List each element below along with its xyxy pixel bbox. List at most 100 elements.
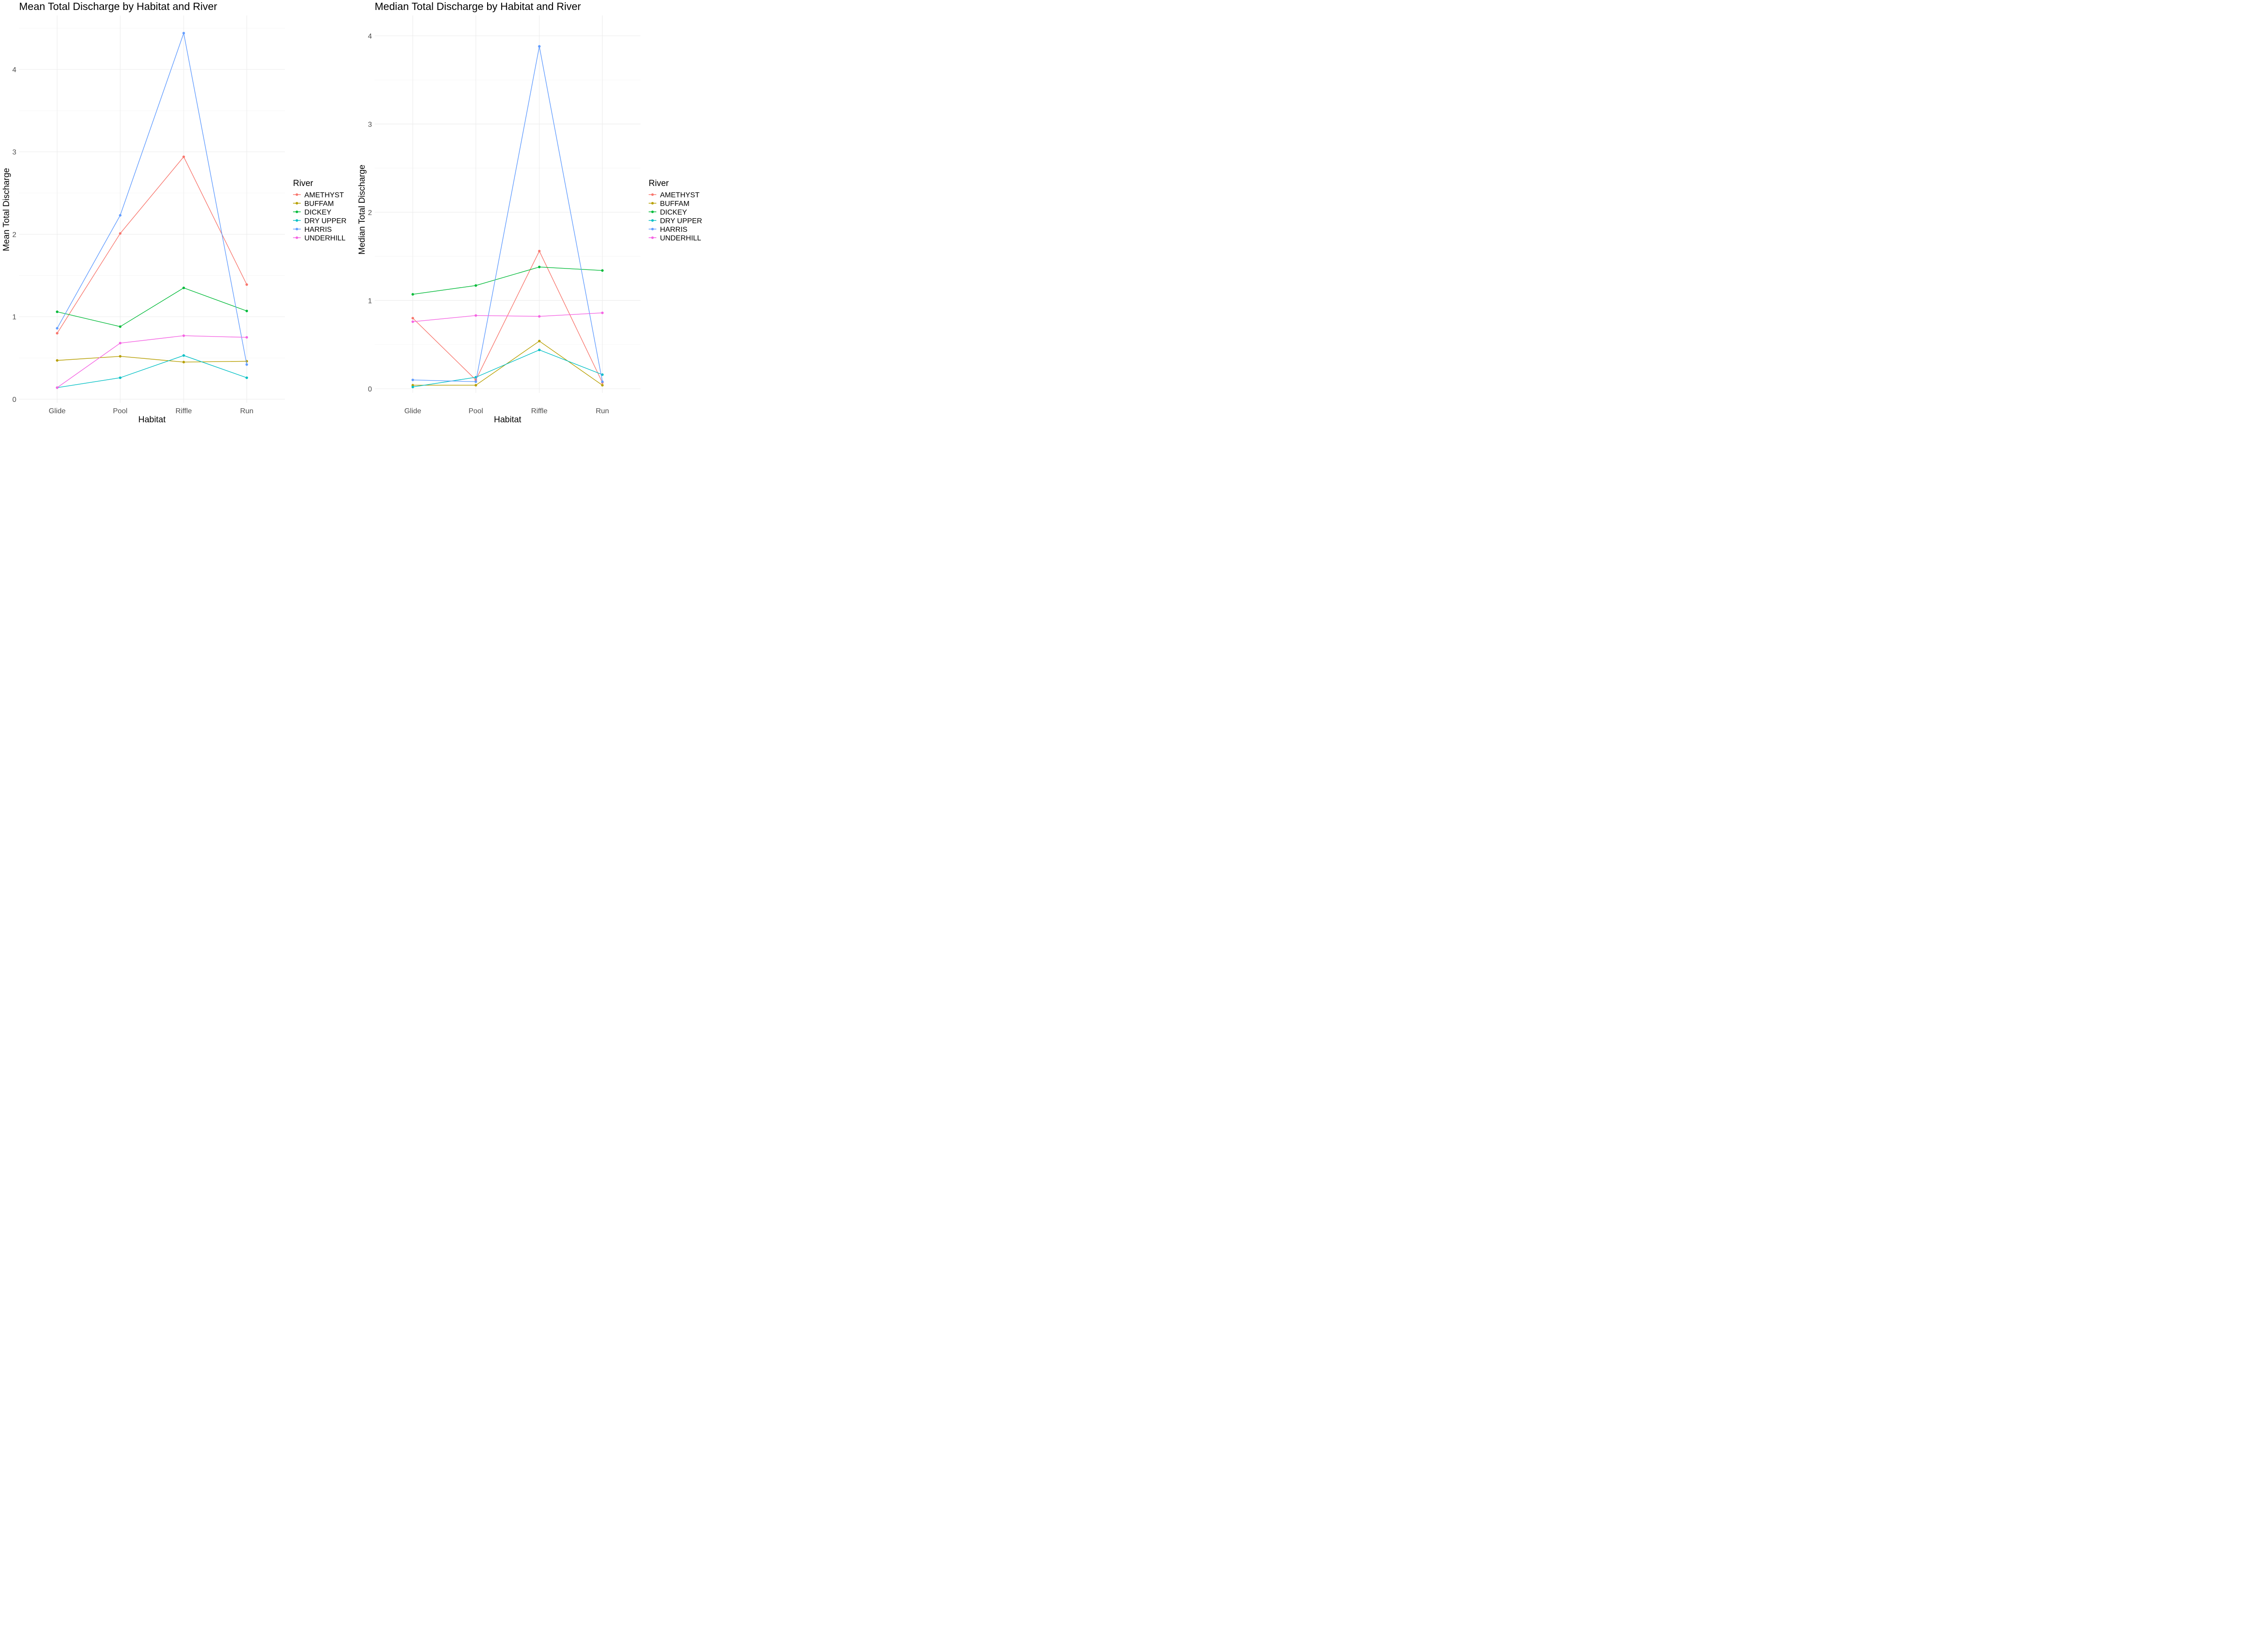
x-tick-label: Riffle [176,407,192,415]
legend-key-point [295,228,298,230]
data-point [182,361,185,364]
x-axis-title: Habitat [138,415,166,425]
data-point [538,249,541,253]
x-tick-label: Glide [404,407,421,415]
y-axis-title: Median Total Discharge [357,165,367,254]
data-point [538,45,541,48]
legend-title: River [649,179,669,188]
y-tick-label: 3 [12,149,16,156]
x-tick-label: Run [240,407,253,415]
legend-label: HARRIS [304,226,332,234]
x-tick-label: Run [596,407,609,415]
data-point [182,354,185,357]
series-line-harris [412,46,603,382]
data-point [245,336,248,339]
x-tick-label: Pool [469,407,483,415]
x-axis-title: Habitat [494,415,522,425]
x-tick-label: Pool [113,407,127,415]
grid [375,15,640,393]
data-point [56,327,59,330]
series-line-underhill [57,335,247,388]
series-line-harris [57,32,247,365]
legend-key-point [651,202,654,205]
chart-title: Median Total Discharge by Habitat and Ri… [375,0,581,12]
data-point [601,380,604,383]
series-line-amethyst [412,250,603,383]
data-point [538,315,541,318]
data-point [411,293,414,296]
data-point [119,355,122,358]
median-discharge-chart: Median Total Discharge by Habitat and Ri… [357,0,702,425]
x-tick-label: Glide [49,407,65,415]
legend-key-point [295,202,298,205]
y-tick-label: 2 [12,231,16,239]
legend-key-point [651,236,654,239]
legend-label: UNDERHILL [304,235,346,242]
series-line-amethyst [57,156,247,333]
y-tick-label: 2 [368,209,372,217]
data-point [538,265,541,269]
series-line-buffam [57,356,247,362]
data-point [182,32,185,34]
y-tick-labels: 0 1 2 3 4 [368,33,372,393]
legend-label: DICKEY [660,209,687,216]
legend-key-point [651,228,654,230]
data-point [474,384,477,387]
series-line-dry-upper [57,355,247,388]
data-point [601,311,604,314]
data-point [411,384,414,387]
legend-label: AMETHYST [304,191,344,199]
series-line-dry-upper [412,349,603,387]
legend-label: BUFFAM [304,200,334,208]
data-point [411,317,414,320]
series-line-dickey [412,266,603,295]
chart-title: Mean Total Discharge by Habitat and Rive… [19,0,217,12]
data-point [245,363,248,366]
data-point [182,286,185,289]
legend-key-point [295,236,298,239]
legend-key-point [295,193,298,196]
y-tick-label: 4 [368,33,372,40]
y-tick-label: 0 [368,386,372,393]
series-line-underhill [412,313,603,322]
x-tick-labels: Glide Pool Riffle Run [404,407,609,415]
data-point [119,342,122,345]
legend-label: DRY UPPER [660,217,702,225]
data-point [245,376,248,379]
y-tick-label: 1 [368,297,372,305]
data-point [411,378,414,381]
y-tick-label: 4 [12,66,16,74]
series-line-buffam [413,341,603,386]
x-tick-label: Riffle [531,407,547,415]
data-point [182,155,185,158]
series-line-dickey [57,287,247,327]
series-group [56,32,248,389]
data-point [56,310,59,313]
y-tick-label: 0 [12,396,16,404]
data-point [182,334,185,337]
data-point [601,373,604,376]
legend-title: River [293,179,313,188]
legend-label: HARRIS [660,226,687,234]
y-tick-label: 3 [368,121,372,128]
data-point [538,340,541,342]
y-tick-label: 1 [12,313,16,321]
data-point [245,283,248,286]
data-point [56,332,59,335]
legend-label: DRY UPPER [304,217,347,225]
y-axis-title: Mean Total Discharge [2,168,11,251]
legend-key-point [295,219,298,222]
data-point [119,325,122,328]
legend-label: AMETHYST [660,191,699,199]
data-point [601,384,604,387]
legend-label: BUFFAM [660,200,689,208]
data-point [245,309,248,313]
data-point [56,359,59,362]
data-point [119,214,122,217]
data-point [119,232,122,235]
legend-key-point [651,210,654,213]
data-point [411,386,414,388]
mean-discharge-chart: Mean Total Discharge by Habitat and Rive… [2,0,347,425]
figure: Mean Total Discharge by Habitat and Rive… [2,0,702,425]
